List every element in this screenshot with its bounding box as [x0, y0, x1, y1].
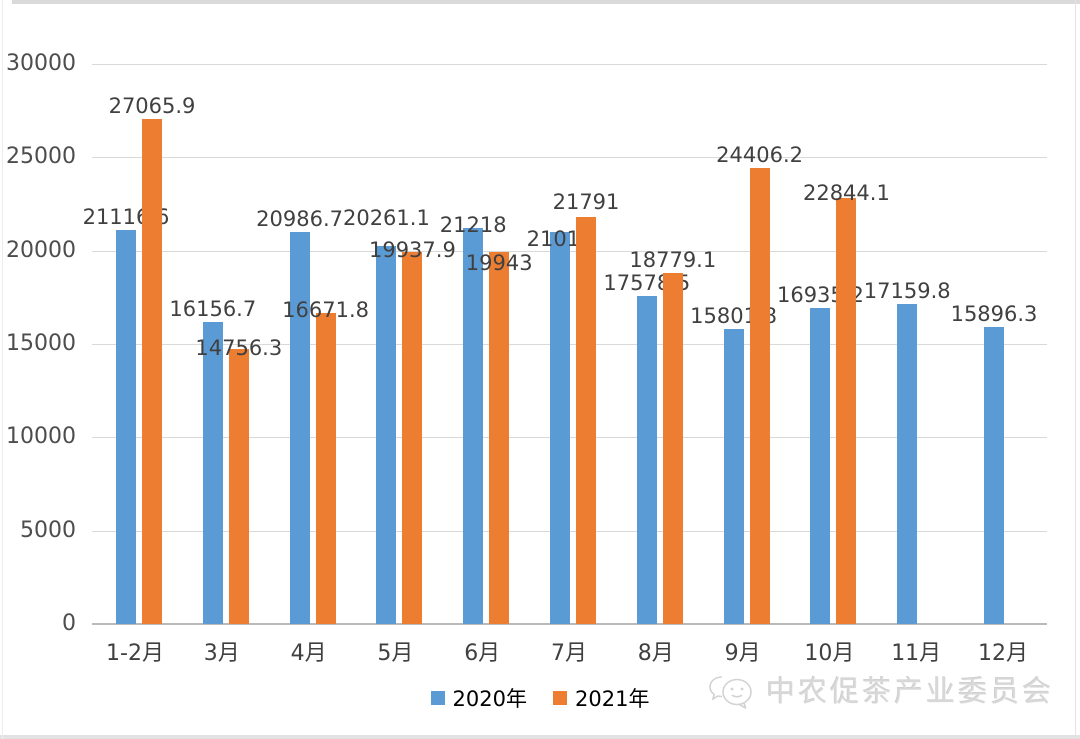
watermark-text: 中农促茶产业委员会: [765, 674, 1054, 708]
legend-item-2020: 2020年: [430, 683, 527, 713]
y-axis-label: 25000: [6, 144, 76, 170]
data-label-2021年: 16671.8: [282, 297, 370, 322]
chart-legend: 2020年 2021年: [0, 683, 1080, 713]
bar-2020年: [550, 231, 570, 624]
x-axis-label: 10月: [804, 641, 855, 666]
data-label-2020年: 21218: [439, 212, 507, 237]
data-label-2020年: 17159.8: [863, 278, 951, 303]
panel-border-top: [12, 0, 1080, 4]
data-label-2021年: 21791: [552, 190, 620, 215]
panel-border-left: [2, 0, 3, 739]
x-axis-label: 12月: [978, 641, 1028, 666]
bar-2021年: [489, 251, 510, 624]
bar-2021年: [836, 197, 857, 624]
x-axis-label: 9月: [724, 641, 761, 666]
data-label-2021年: 19937.9: [368, 237, 456, 262]
bar-2021年: [662, 273, 683, 624]
bar-2020年: [376, 245, 397, 624]
bar-2020年: [289, 232, 310, 624]
wechat-icon: [709, 676, 752, 709]
x-axis-line: [92, 623, 1047, 625]
bar-2021年: [142, 118, 162, 624]
y-axis-label: 30000: [6, 51, 76, 76]
x-axis-label: 7月: [551, 641, 587, 666]
data-label-2021年: 14756.3: [195, 335, 283, 360]
panel-border-right: [1075, 0, 1076, 739]
bar-2021年: [576, 217, 596, 624]
gridline: [92, 157, 1047, 159]
data-label-2020年: 20261.1: [342, 205, 430, 230]
bar-2020年: [984, 327, 1004, 624]
gridline: [92, 64, 1047, 65]
y-axis-label: 20000: [6, 237, 76, 263]
y-axis-label: 0: [62, 611, 76, 636]
bar-2021年: [749, 168, 770, 624]
legend-swatch-2020: [430, 691, 445, 705]
x-axis-label: 4月: [290, 641, 327, 666]
x-axis-label: 11月: [891, 641, 942, 666]
panel-border-bottom: [0, 735, 1080, 739]
data-label-2021年: 22844.1: [802, 180, 890, 205]
data-label-2021年: 18779.1: [629, 248, 717, 273]
x-axis-label: 3月: [203, 641, 240, 666]
y-axis-label: 15000: [6, 331, 76, 356]
bar-2021年: [402, 251, 423, 624]
y-axis-label: 5000: [20, 517, 76, 543]
bar-2020年: [897, 303, 918, 624]
legend-label-2020: 2020年: [452, 687, 527, 711]
bar-2020年: [636, 295, 657, 624]
bar-2020年: [810, 307, 831, 624]
bar-2021年: [315, 312, 336, 624]
legend-swatch-2021: [553, 691, 567, 705]
bar-2020年: [202, 322, 223, 624]
x-axis-label: 5月: [377, 641, 414, 666]
watermark: 中农促茶产业委员会: [708, 668, 1054, 710]
data-label-2020年: 15896.3: [950, 302, 1038, 327]
data-label-2020年: 16156.7: [169, 297, 257, 322]
x-axis-label: 8月: [637, 641, 674, 666]
bar-2021年: [228, 348, 249, 624]
bar-2020年: [116, 229, 136, 624]
data-label-2021年: 24406.2: [716, 143, 804, 168]
bar-2020年: [463, 227, 484, 624]
x-axis-label: 1-2月: [106, 641, 164, 666]
data-label-2020年: 20986.7: [256, 207, 344, 232]
data-label-2021年: 19943: [465, 250, 533, 275]
data-label-2021年: 27065.9: [108, 93, 196, 118]
legend-label-2021: 2021年: [575, 687, 650, 711]
y-axis-label: 10000: [6, 424, 76, 450]
bar-2020年: [723, 329, 744, 624]
x-axis-label: 6月: [464, 641, 501, 666]
legend-item-2021: 2021年: [553, 683, 649, 713]
